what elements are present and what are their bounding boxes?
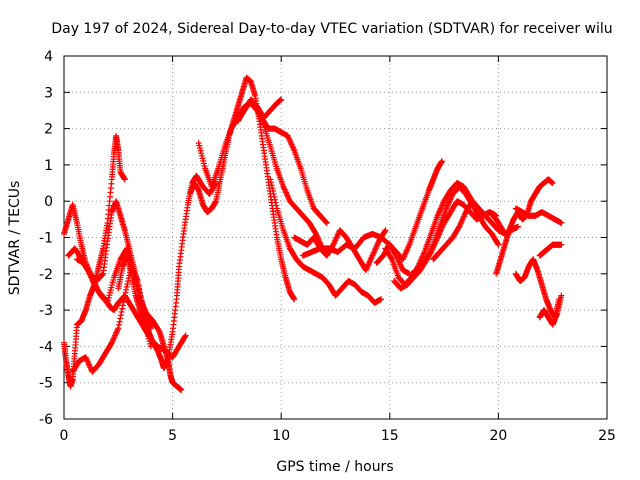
plus-marker bbox=[269, 188, 276, 195]
series-track bbox=[252, 103, 330, 226]
y-axis-label: SDTVAR / TECUs bbox=[7, 181, 23, 296]
plus-marker bbox=[121, 292, 128, 299]
y-tick-label: -5 bbox=[39, 376, 53, 392]
plus-marker bbox=[558, 219, 565, 226]
y-tick-label: -4 bbox=[39, 339, 53, 355]
plus-marker bbox=[438, 158, 445, 165]
y-tick-label: 4 bbox=[44, 49, 53, 65]
plus-marker bbox=[123, 286, 130, 293]
plus-marker bbox=[378, 296, 385, 303]
y-tick-label: 2 bbox=[44, 122, 53, 138]
series-track bbox=[512, 256, 563, 321]
chart-title: Day 197 of 2024, Sidereal Day-to-day VTE… bbox=[51, 21, 612, 37]
plus-marker bbox=[124, 280, 131, 287]
plus-marker bbox=[120, 299, 127, 306]
series-track bbox=[115, 172, 220, 372]
y-tick-label: -3 bbox=[39, 303, 53, 319]
series-track bbox=[61, 132, 128, 390]
plus-marker bbox=[323, 219, 330, 226]
x-axis-label: GPS time / hours bbox=[276, 459, 393, 475]
y-tick-label: 0 bbox=[44, 194, 53, 210]
plus-marker bbox=[272, 199, 279, 206]
plus-marker bbox=[382, 227, 389, 234]
y-tick-label: 1 bbox=[44, 158, 53, 174]
plus-marker bbox=[123, 283, 130, 290]
plus-marker bbox=[117, 315, 124, 322]
series-track bbox=[536, 292, 565, 328]
plus-marker bbox=[270, 190, 277, 197]
plus-marker bbox=[117, 312, 124, 319]
x-tick-label: 10 bbox=[272, 428, 290, 444]
series-track bbox=[382, 180, 500, 288]
series-track bbox=[195, 100, 326, 252]
plus-marker bbox=[121, 295, 128, 302]
plus-marker bbox=[269, 185, 276, 192]
x-tick-label: 5 bbox=[168, 428, 177, 444]
plus-marker bbox=[268, 182, 275, 189]
plus-marker bbox=[119, 302, 126, 309]
plus-marker bbox=[182, 332, 189, 339]
plus-marker bbox=[125, 278, 132, 285]
series-track bbox=[299, 230, 413, 277]
plus-marker bbox=[271, 196, 278, 203]
plus-marker bbox=[558, 241, 565, 248]
x-tick-label: 20 bbox=[489, 428, 507, 444]
plus-marker bbox=[99, 271, 106, 278]
series-track bbox=[430, 198, 521, 263]
plus-marker bbox=[291, 296, 298, 303]
plus-marker bbox=[494, 240, 501, 247]
y-tick-label: -2 bbox=[39, 267, 53, 283]
plus-marker bbox=[118, 308, 125, 315]
plus-marker bbox=[381, 228, 388, 235]
plus-marker bbox=[271, 193, 278, 200]
plus-marker bbox=[323, 219, 330, 226]
plus-marker bbox=[549, 180, 556, 187]
plus-marker bbox=[121, 176, 128, 183]
plus-marker bbox=[267, 179, 274, 186]
y-tick-label: -1 bbox=[39, 231, 53, 247]
x-tick-label: 25 bbox=[598, 428, 616, 444]
x-tick-label: 0 bbox=[60, 428, 69, 444]
x-tick-label: 15 bbox=[381, 428, 399, 444]
plus-marker bbox=[178, 386, 185, 393]
plus-marker bbox=[115, 321, 122, 328]
plus-marker bbox=[388, 255, 395, 262]
plus-marker bbox=[514, 223, 521, 230]
plus-marker bbox=[278, 96, 285, 103]
plus-marker bbox=[495, 241, 502, 248]
series-track bbox=[512, 205, 565, 226]
plus-marker bbox=[558, 292, 565, 299]
series-track bbox=[536, 241, 565, 259]
plus-marker bbox=[116, 318, 123, 325]
plus-marker bbox=[273, 202, 280, 209]
plus-marker bbox=[119, 305, 126, 312]
y-tick-label: 3 bbox=[44, 85, 53, 101]
plus-marker bbox=[267, 176, 274, 183]
plus-marker bbox=[181, 333, 188, 340]
data-marks bbox=[61, 74, 565, 393]
plus-marker bbox=[115, 325, 122, 332]
plus-marker bbox=[122, 289, 129, 296]
series-track bbox=[267, 176, 385, 306]
axis-ticks: 0 5 10 15 20 25 -6 -5 -4 -3 -2 -1 0 1 2 3 4 bbox=[39, 49, 616, 444]
y-tick-label: -6 bbox=[39, 412, 53, 428]
